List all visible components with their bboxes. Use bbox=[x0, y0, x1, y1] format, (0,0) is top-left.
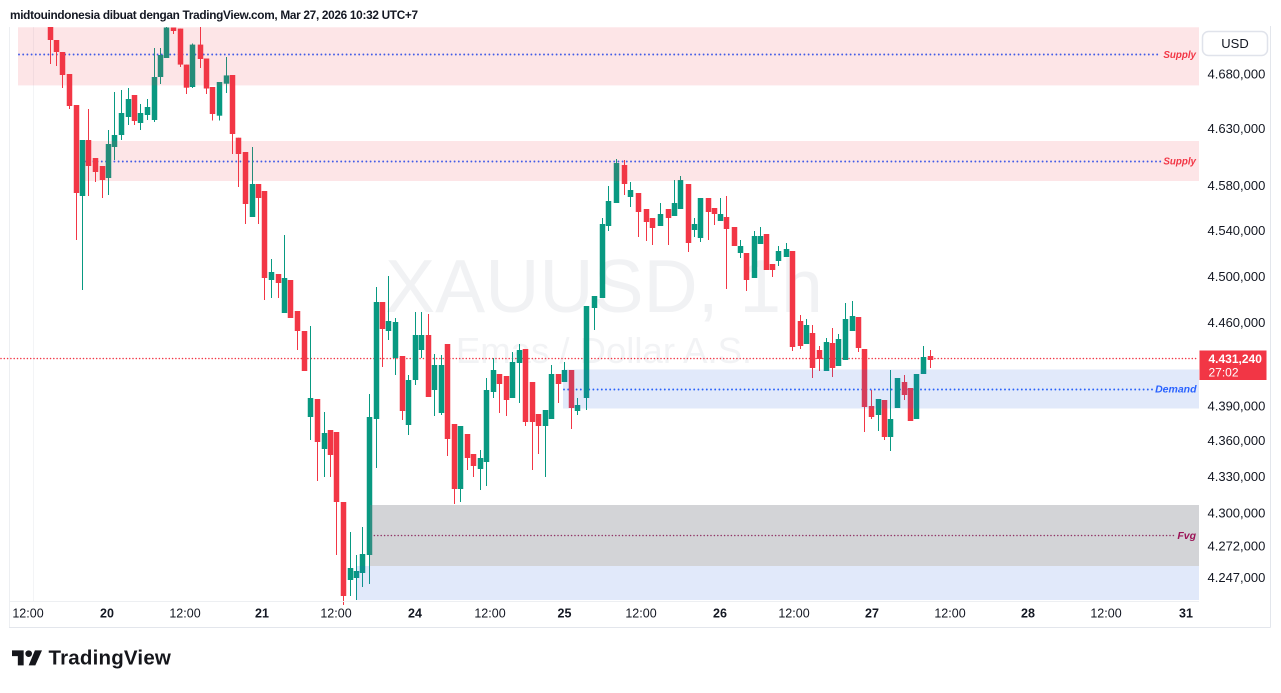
svg-text:21: 21 bbox=[255, 607, 269, 621]
svg-text:12:00: 12:00 bbox=[625, 607, 656, 621]
svg-text:4.500,000: 4.500,000 bbox=[1208, 269, 1266, 284]
svg-text:12:00: 12:00 bbox=[320, 607, 351, 621]
svg-text:12:00: 12:00 bbox=[934, 607, 965, 621]
svg-text:4.390,000: 4.390,000 bbox=[1208, 399, 1266, 414]
svg-text:4.580,000: 4.580,000 bbox=[1208, 178, 1266, 193]
svg-text:4.360,000: 4.360,000 bbox=[1208, 433, 1266, 448]
svg-text:27: 27 bbox=[865, 607, 879, 621]
svg-text:12:00: 12:00 bbox=[1090, 607, 1121, 621]
svg-text:4.300,000: 4.300,000 bbox=[1208, 506, 1266, 521]
svg-text:12:00: 12:00 bbox=[474, 607, 505, 621]
svg-text:midtouindonesia dibuat dengan: midtouindonesia dibuat dengan TradingVie… bbox=[10, 8, 418, 22]
svg-text:4.540,000: 4.540,000 bbox=[1208, 223, 1266, 238]
svg-text:26: 26 bbox=[713, 607, 727, 621]
svg-text:4.630,000: 4.630,000 bbox=[1208, 121, 1266, 136]
svg-text:4.330,000: 4.330,000 bbox=[1208, 469, 1266, 484]
svg-text:24: 24 bbox=[408, 607, 422, 621]
svg-text:4.272,000: 4.272,000 bbox=[1208, 539, 1266, 554]
svg-text:Supply: Supply bbox=[1163, 50, 1196, 61]
svg-text:USD: USD bbox=[1221, 36, 1248, 51]
svg-text:27:02: 27:02 bbox=[1209, 366, 1239, 380]
svg-text:31: 31 bbox=[1179, 607, 1193, 621]
svg-text:28: 28 bbox=[1021, 607, 1035, 621]
svg-text:4.460,000: 4.460,000 bbox=[1208, 315, 1266, 330]
svg-text:Supply: Supply bbox=[1163, 157, 1196, 168]
svg-text:4.247,000: 4.247,000 bbox=[1208, 570, 1266, 585]
svg-text:12:00: 12:00 bbox=[12, 607, 43, 621]
svg-text:TradingView: TradingView bbox=[49, 647, 172, 670]
svg-text:Emas / Dollar A.S.: Emas / Dollar A.S. bbox=[456, 330, 752, 371]
svg-text:25: 25 bbox=[558, 607, 572, 621]
svg-text:20: 20 bbox=[100, 607, 114, 621]
svg-text:12:00: 12:00 bbox=[169, 607, 200, 621]
svg-text:4.680,000: 4.680,000 bbox=[1208, 67, 1266, 82]
svg-text:12:00: 12:00 bbox=[778, 607, 809, 621]
svg-text:Fvg: Fvg bbox=[1177, 530, 1196, 542]
svg-text:Demand: Demand bbox=[1155, 384, 1197, 396]
svg-text:4.431,240: 4.431,240 bbox=[1209, 352, 1263, 366]
